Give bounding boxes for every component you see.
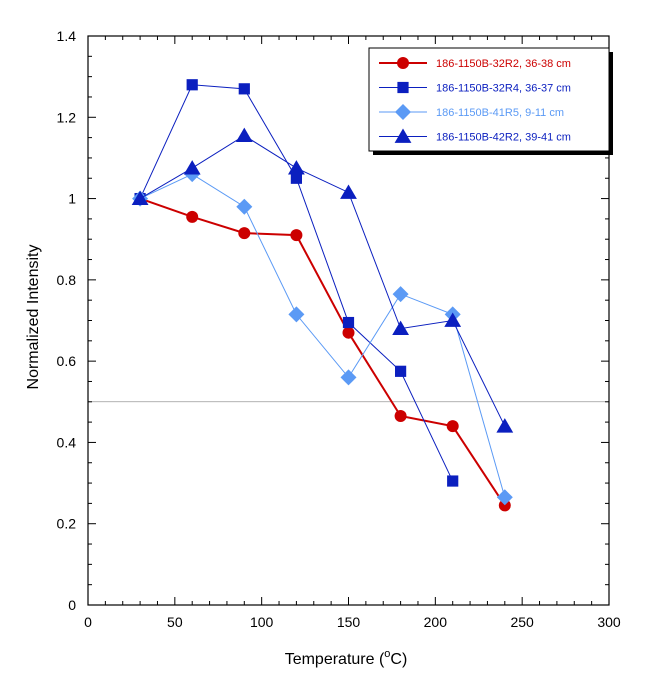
data-point-diamond xyxy=(392,286,409,303)
x-axis-title-unit: C) xyxy=(390,651,407,668)
y-tick-label: 0.8 xyxy=(57,272,77,288)
x-tick-label: 200 xyxy=(424,614,448,630)
legend-label: 186-1150B-32R2, 36-38 cm xyxy=(436,58,571,70)
data-point-diamond xyxy=(288,306,305,323)
x-axis-title: Temperature (oC) xyxy=(285,648,408,668)
data-point-triangle xyxy=(131,190,149,205)
legend-entry: 186-1150B-32R4, 36-37 cm xyxy=(379,81,571,95)
legend-items: 186-1150B-32R2, 36-38 cm 186-1150B-32R4, … xyxy=(379,57,571,144)
y-tick-label: 0 xyxy=(68,597,76,613)
x-tick-label: 0 xyxy=(84,614,92,630)
data-point-square xyxy=(395,365,407,377)
y-tick-label: 1.4 xyxy=(57,28,77,44)
data-point-circle xyxy=(290,229,303,242)
x-axis-title-superscript: o xyxy=(384,648,390,660)
legend-label: 186-1150B-41R5, 9-11 cm xyxy=(436,107,564,119)
legend: 186-1150B-32R2, 36-38 cm 186-1150B-32R4, … xyxy=(368,47,613,155)
data-point-square xyxy=(186,79,198,91)
series-layer xyxy=(131,79,514,512)
ticks-layer: 0 50 100 150 200 250 300 0 0.2 0.4 0.6 0.8 1 1.2 1.4 xyxy=(57,28,621,630)
data-point-triangle xyxy=(392,320,409,336)
legend-entry: 186-1150B-32R2, 36-38 cm xyxy=(379,57,571,70)
legend-entry: 186-1150B-42R2, 39-41 cm xyxy=(379,128,571,144)
series-line xyxy=(139,134,506,427)
data-point-square xyxy=(447,475,459,487)
series-line xyxy=(139,173,506,498)
x-tick-label: 50 xyxy=(167,614,183,630)
x-tick-label: 100 xyxy=(250,614,274,630)
data-point-triangle xyxy=(496,418,514,433)
y-tick-label: 0.6 xyxy=(57,353,77,369)
series-4 xyxy=(131,127,514,433)
data-point-diamond xyxy=(496,489,513,506)
y-tick-label: 0.4 xyxy=(57,434,77,450)
data-point-circle xyxy=(342,326,355,339)
y-tick-label: 1 xyxy=(68,191,76,207)
data-point-diamond xyxy=(236,198,253,215)
data-point-triangle xyxy=(444,312,462,327)
x-axis-title-text: Temperature ( xyxy=(285,651,385,668)
series-1 xyxy=(134,192,511,512)
legend-label: 186-1150B-32R4, 36-37 cm xyxy=(436,83,571,95)
data-point-diamond xyxy=(340,369,357,386)
y-axis-title: Normalized Intensity xyxy=(25,245,42,390)
data-point-circle xyxy=(446,420,459,433)
data-point-triangle xyxy=(288,160,305,175)
x-tick-label: 300 xyxy=(597,614,621,630)
legend-label: 186-1150B-42R2, 39-41 cm xyxy=(436,132,571,144)
data-point-circle xyxy=(397,57,409,69)
data-point-diamond xyxy=(395,104,411,120)
data-point-triangle xyxy=(183,160,201,175)
data-point-circle xyxy=(498,499,511,512)
y-tick-label: 0.2 xyxy=(57,516,77,532)
legend-box xyxy=(368,47,610,152)
data-point-square xyxy=(342,316,355,329)
data-point-square xyxy=(290,172,302,184)
x-tick-label: 250 xyxy=(510,614,534,630)
data-point-circle xyxy=(186,210,199,223)
y-tick-label: 1.2 xyxy=(57,109,77,125)
data-point-triangle xyxy=(235,127,253,142)
legend-entry: 186-1150B-41R5, 9-11 cm xyxy=(379,104,564,120)
data-point-circle xyxy=(238,227,251,240)
x-tick-label: 150 xyxy=(337,614,361,630)
data-point-square xyxy=(238,83,250,95)
data-point-triangle xyxy=(340,184,357,199)
series-line xyxy=(139,197,506,506)
data-point-circle xyxy=(394,410,407,423)
data-point-square xyxy=(397,81,409,94)
data-point-triangle xyxy=(394,128,412,143)
